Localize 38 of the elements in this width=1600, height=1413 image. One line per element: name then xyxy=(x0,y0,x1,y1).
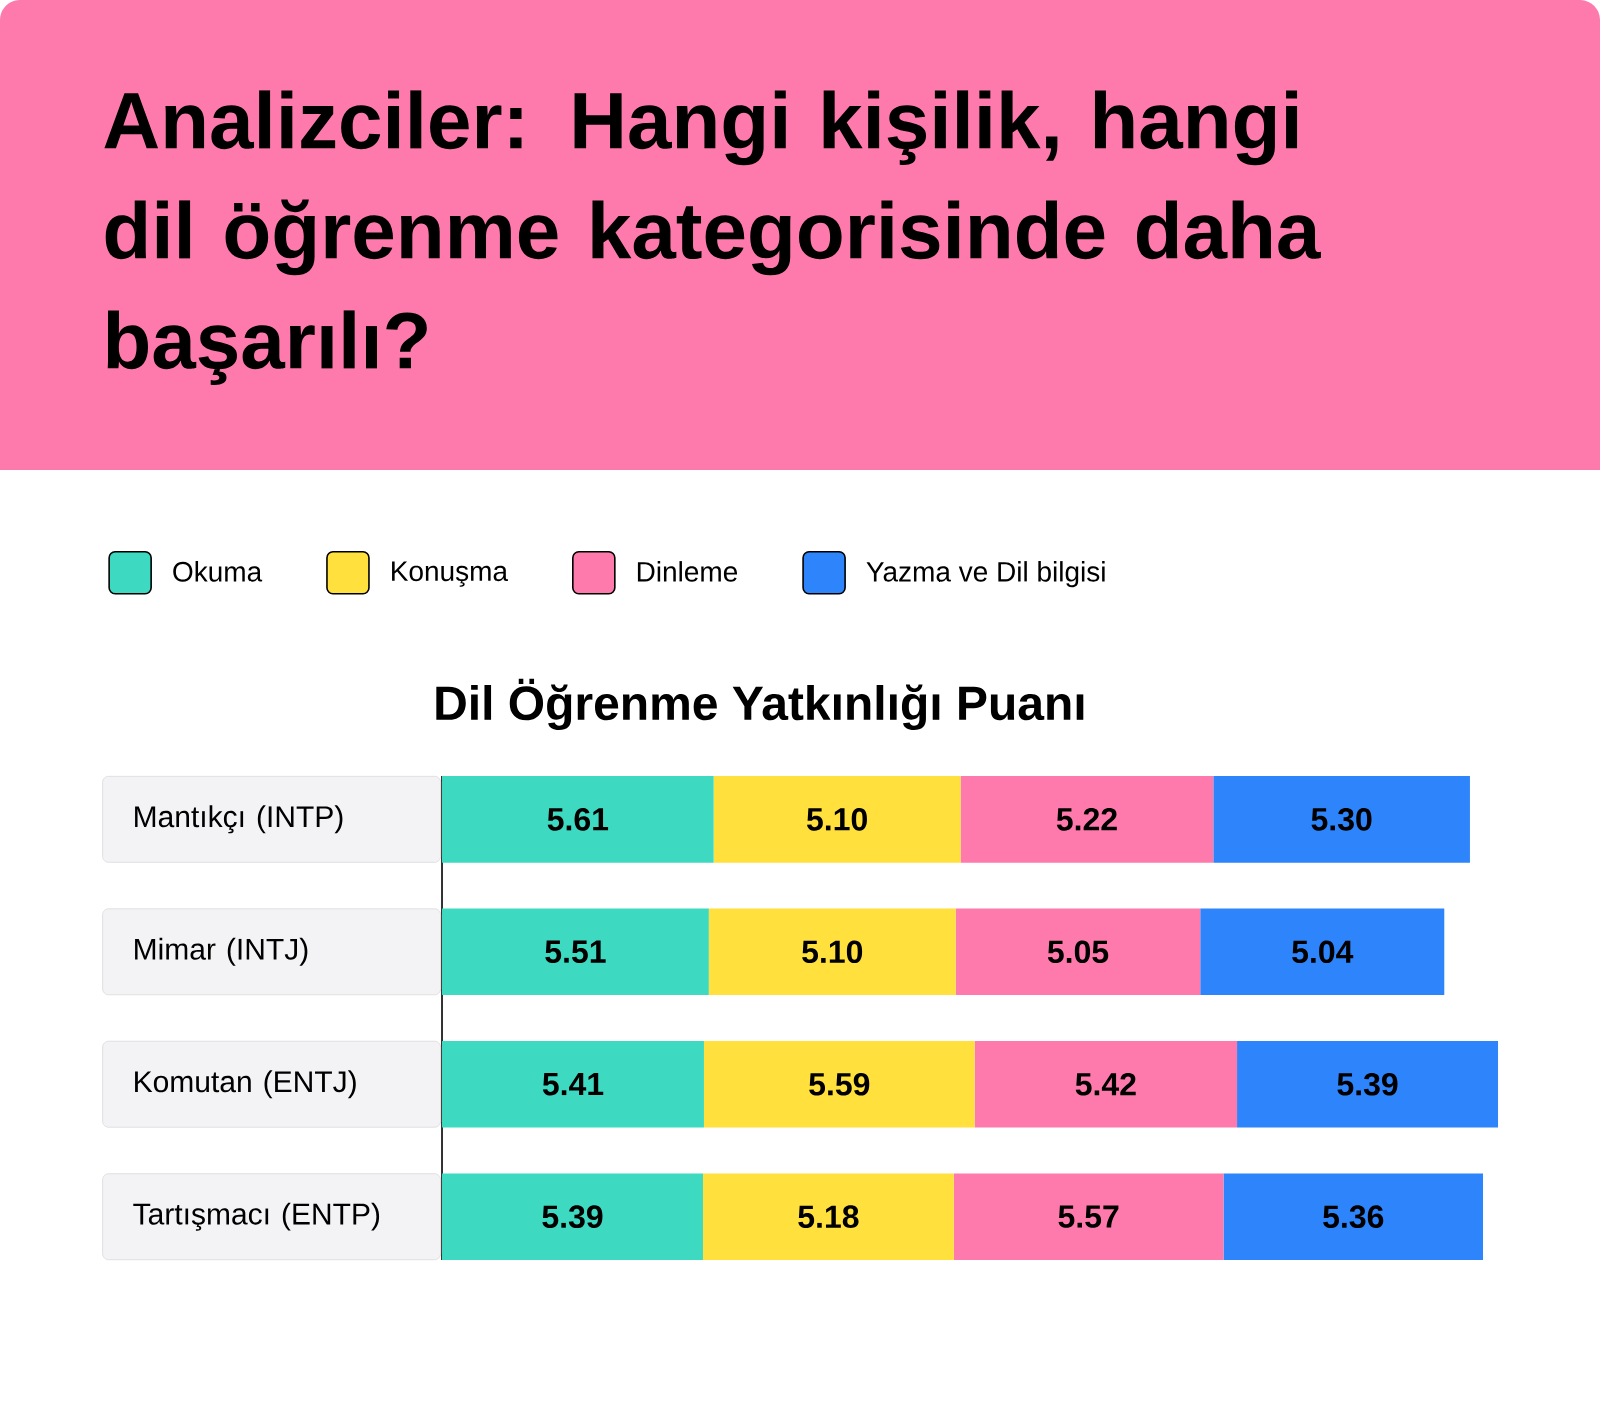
bar xyxy=(1200,908,1445,996)
data-label: 5.22 xyxy=(1056,807,1117,831)
bar xyxy=(960,776,1214,863)
data-label: 5.10 xyxy=(806,807,867,831)
bar xyxy=(702,1173,954,1261)
bar xyxy=(955,908,1201,996)
data-label: 5.10 xyxy=(802,940,863,964)
legend-label: Okuma xyxy=(173,561,263,582)
chart-title: Analizciler: Hangi kişilik, hangi dil öğrenme kategorisinde daha başarılı? xyxy=(104,90,1321,385)
data-label: 5.39 xyxy=(542,1205,603,1229)
data-label: 5.42 xyxy=(1075,1072,1136,1096)
bar xyxy=(703,1040,975,1128)
y-tick-label: Mimar (INTJ) xyxy=(135,937,308,966)
data-label: 5.18 xyxy=(798,1205,859,1229)
data-label: 5.04 xyxy=(1292,940,1354,964)
y-tick-label: Mantıkçı (INTP) xyxy=(135,805,343,834)
y-tick-label: Komutan (ENTJ) xyxy=(135,1070,356,1099)
data-label: 5.30 xyxy=(1311,807,1372,831)
bar xyxy=(953,1173,1224,1261)
legend-label: Yazma ve Dil bilgisi xyxy=(866,561,1105,588)
data-label: 5.05 xyxy=(1047,940,1109,964)
data-label: 5.57 xyxy=(1058,1205,1119,1228)
legend-label: Konuşma xyxy=(392,561,509,587)
data-label: 5.61 xyxy=(547,807,609,831)
bar xyxy=(1237,1040,1499,1128)
data-label: 5.36 xyxy=(1323,1205,1384,1229)
bar xyxy=(1213,776,1470,863)
data-label: 5.51 xyxy=(545,940,606,963)
data-label: 5.41 xyxy=(542,1073,604,1096)
legend-label: Dinleme xyxy=(637,561,738,582)
bar xyxy=(974,1040,1238,1128)
bar xyxy=(713,776,961,863)
bar xyxy=(708,908,956,996)
data-label: 5.59 xyxy=(809,1072,870,1096)
bar xyxy=(1223,1173,1484,1261)
data-label: 5.39 xyxy=(1337,1072,1398,1096)
y-tick-label: Tartışmacı (ENTP) xyxy=(133,1202,380,1231)
chart-subtitle: Dil Öğrenme Yatkınlığı Puanı xyxy=(436,678,1084,730)
